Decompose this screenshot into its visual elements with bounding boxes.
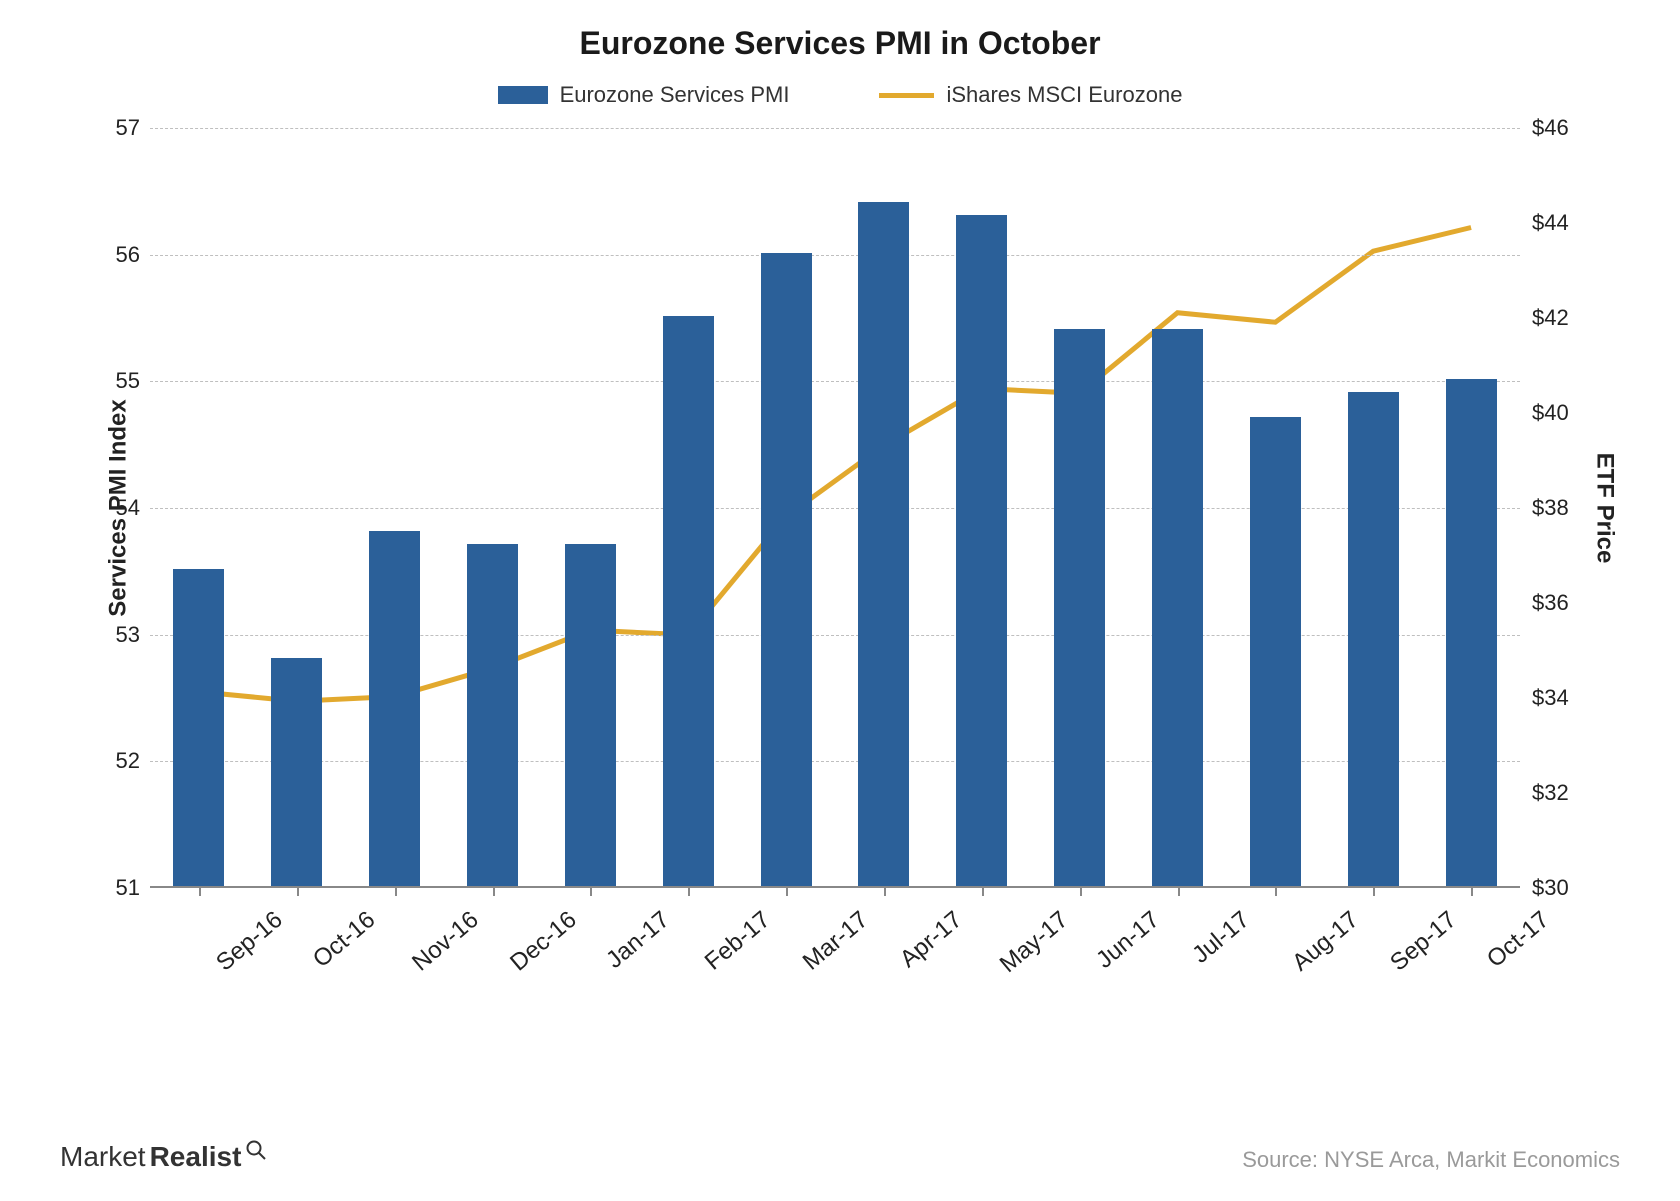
bar [1348,392,1399,886]
x-tick-mark [1471,888,1473,896]
x-tick-mark [1373,888,1375,896]
x-tick-label: May-17 [995,906,1074,979]
y-right-tick: $36 [1532,590,1569,616]
bar [1446,379,1497,886]
y-right-tick: $46 [1532,115,1569,141]
bar [761,253,812,886]
x-tick-mark [297,888,299,896]
x-tick-label: Oct-17 [1482,906,1555,974]
chart-container: Eurozone Services PMI in October Eurozon… [60,25,1620,1075]
x-tick-label: Jan-17 [602,906,676,975]
y-right-tick: $42 [1532,305,1569,331]
y-left-tick: 56 [116,242,140,268]
x-tick-label: Aug-17 [1287,906,1364,977]
y-left-tick: 54 [116,495,140,521]
bar [956,215,1007,886]
x-tick-label: Feb-17 [700,906,776,976]
y-left-tick: 53 [116,622,140,648]
chart-title: Eurozone Services PMI in October [60,25,1620,62]
bar [369,531,420,886]
y-axis-right: ETF Price $30$32$34$36$38$40$42$44$46 [1520,128,1620,888]
bar [173,569,224,886]
bar [1054,329,1105,886]
x-tick-mark [493,888,495,896]
y-left-tick: 52 [116,748,140,774]
x-tick-mark [688,888,690,896]
footer: MarketRealist Source: NYSE Arca, Markit … [60,1141,1620,1173]
x-tick-mark [590,888,592,896]
y-right-tick: $40 [1532,400,1569,426]
gridline [150,128,1520,129]
x-tick-mark [199,888,201,896]
legend-bar-label: Eurozone Services PMI [560,82,790,108]
bar [663,316,714,886]
bar [858,202,909,886]
bar [1250,417,1301,886]
legend-line-label: iShares MSCI Eurozone [946,82,1182,108]
x-tick-label: Jun-17 [1091,906,1165,975]
y-axis-left: Services PMI Index 51525354555657 [60,128,150,888]
x-tick-label: Dec-16 [505,906,582,977]
x-tick-mark [884,888,886,896]
bar [565,544,616,886]
y-right-tick: $32 [1532,780,1569,806]
bar [1152,329,1203,886]
x-tick-label: Nov-16 [407,906,484,977]
gridline [150,508,1520,509]
y-left-tick: 51 [116,875,140,901]
y-right-tick: $34 [1532,685,1569,711]
legend-item-line: iShares MSCI Eurozone [879,82,1182,108]
line-overlay [150,128,1520,886]
x-tick-mark [982,888,984,896]
brand-bold: Realist [150,1141,242,1173]
legend-bar-swatch [498,86,548,104]
bar [467,544,518,886]
bar [271,658,322,886]
x-tick-label: Apr-17 [895,906,968,974]
x-tick-mark [786,888,788,896]
plot-area [150,128,1520,888]
y-right-tick: $30 [1532,875,1569,901]
gridline [150,635,1520,636]
y-right-tick: $38 [1532,495,1569,521]
x-tick-label: Jul-17 [1187,906,1255,969]
source-text: Source: NYSE Arca, Markit Economics [1242,1147,1620,1173]
plot-wrapper: Services PMI Index 51525354555657 ETF Pr… [60,128,1620,948]
gridline [150,255,1520,256]
gridline [150,761,1520,762]
magnifier-icon [245,1139,267,1166]
brand-logo: MarketRealist [60,1141,267,1173]
legend-line-swatch [879,93,934,98]
legend: Eurozone Services PMI iShares MSCI Euroz… [60,82,1620,108]
x-tick-mark [1080,888,1082,896]
x-tick-label: Sep-17 [1385,906,1462,977]
x-tick-label: Oct-16 [308,906,381,974]
x-tick-mark [1275,888,1277,896]
x-tick-label: Mar-17 [798,906,874,976]
y-axis-right-label: ETF Price [1591,453,1619,564]
brand-prefix: Market [60,1141,146,1173]
legend-item-bar: Eurozone Services PMI [498,82,790,108]
y-left-tick: 55 [116,368,140,394]
x-tick-mark [395,888,397,896]
y-right-tick: $44 [1532,210,1569,236]
y-left-tick: 57 [116,115,140,141]
gridline [150,381,1520,382]
x-tick-mark [1178,888,1180,896]
x-tick-label: Sep-16 [211,906,288,977]
x-axis: Sep-16 Oct-16 Nov-16 Dec-16 Jan-17 Feb-17 Mar-… [150,888,1520,1008]
